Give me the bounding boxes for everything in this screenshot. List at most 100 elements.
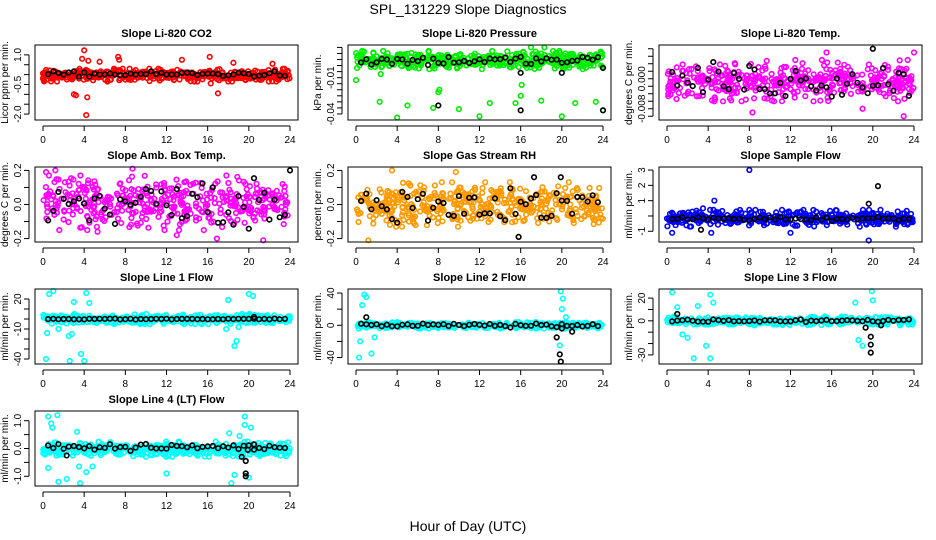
data-point <box>401 197 408 204</box>
hourly-point <box>486 210 493 217</box>
black-series <box>668 45 913 100</box>
x-tick-label: 8 <box>747 379 753 390</box>
data-point <box>365 200 372 207</box>
data-point <box>207 190 214 197</box>
data-point <box>194 78 201 85</box>
hourly-point <box>230 71 237 78</box>
data-point <box>114 215 122 222</box>
x-tick-label: 12 <box>161 379 173 390</box>
x-tick-label: 8 <box>123 379 129 390</box>
hourly-point <box>440 60 447 67</box>
outlier-point <box>85 57 92 64</box>
hourly-point <box>271 196 278 203</box>
hourly-point <box>455 59 463 66</box>
data-point <box>837 79 844 86</box>
data-point <box>155 213 162 220</box>
y-tick-label: 0.0 <box>326 197 337 211</box>
hourly-point <box>440 199 447 207</box>
data-point <box>194 313 201 320</box>
data-point <box>713 86 720 93</box>
data-point <box>578 216 585 223</box>
hourly-point <box>684 79 691 86</box>
hourly-point <box>55 188 62 195</box>
hourly-point <box>404 60 411 67</box>
data-point <box>141 172 148 179</box>
plot-frame <box>347 44 612 121</box>
data-point <box>501 196 508 203</box>
outlier-point <box>376 98 383 105</box>
data-point <box>242 181 249 188</box>
hourly-point <box>890 87 897 94</box>
data-point <box>711 98 718 105</box>
hourly-point <box>807 83 815 90</box>
data-point <box>667 78 674 85</box>
data-point <box>280 221 287 228</box>
data-point <box>383 217 390 224</box>
x-tick-label: 8 <box>747 135 753 146</box>
hourly-point <box>589 192 596 199</box>
data-point <box>469 203 476 210</box>
hourly-point <box>543 214 550 221</box>
data-point <box>457 202 464 209</box>
data-point <box>693 93 700 100</box>
x-tick-label: 20 <box>556 257 568 268</box>
data-point <box>435 214 442 222</box>
outlier-point <box>699 205 707 212</box>
plot-frame <box>347 288 612 365</box>
hourly-point <box>476 56 483 63</box>
hourly-point <box>471 194 478 201</box>
data-point <box>195 205 202 212</box>
x-tick-label: 0 <box>664 379 670 390</box>
data-point <box>685 65 693 73</box>
data-point <box>370 49 377 56</box>
data-point <box>780 63 788 70</box>
outlier-point <box>512 99 519 107</box>
outlier-point <box>249 292 257 300</box>
data-point <box>88 206 95 213</box>
data-point <box>519 48 527 55</box>
data-point <box>791 94 798 101</box>
hourly-point <box>771 216 779 223</box>
hourly-point <box>132 199 139 206</box>
hourly-point <box>250 313 258 321</box>
data-point <box>561 52 568 60</box>
data-point <box>50 193 57 200</box>
data-point <box>515 63 522 71</box>
data-point <box>145 224 152 231</box>
data-point <box>75 180 82 187</box>
data-point <box>708 81 715 88</box>
data-point <box>83 187 90 194</box>
outlier-point <box>518 81 525 89</box>
data-point <box>93 223 100 230</box>
hourly-point <box>854 79 861 86</box>
hourly-point <box>117 196 124 203</box>
data-point <box>597 211 604 218</box>
hourly-point <box>553 334 560 341</box>
x-tick-label: 8 <box>747 257 753 268</box>
hourly-point <box>574 193 581 200</box>
data-point <box>273 187 280 194</box>
data-point <box>752 206 759 213</box>
hourly-point <box>122 198 129 205</box>
data-point <box>509 211 516 218</box>
data-point <box>252 67 259 74</box>
hourly-point <box>694 64 702 71</box>
hourly-point <box>158 69 165 76</box>
data-point <box>80 76 87 83</box>
data-point <box>125 177 133 184</box>
data-point <box>256 313 263 320</box>
data-point <box>516 185 524 192</box>
hourly-point <box>399 188 406 195</box>
outlier-point <box>558 113 565 120</box>
data-point <box>520 218 527 225</box>
x-tick-label: 0 <box>353 257 359 268</box>
data-point <box>778 98 786 105</box>
hourly-point <box>532 55 540 62</box>
outlier-point <box>214 90 222 97</box>
data-point <box>803 219 810 226</box>
y-tick-label: -10 <box>13 321 24 336</box>
hourly-point <box>250 175 258 182</box>
data-point <box>85 177 92 184</box>
